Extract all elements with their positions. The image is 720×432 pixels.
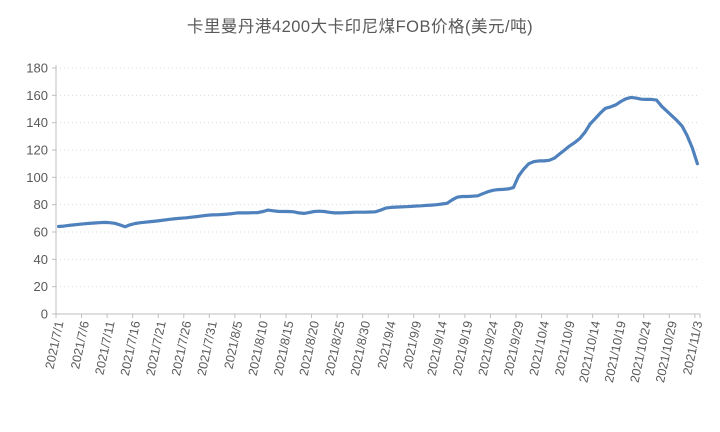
x-tick-label-21: 2021/10/14 xyxy=(576,320,603,384)
y-tick-label-80: 80 xyxy=(34,197,48,212)
y-tick-label-180: 180 xyxy=(26,61,48,76)
x-tick-label-14: 2021/9/9 xyxy=(400,320,424,371)
chart-title: 卡里曼丹港4200大卡印尼煤FOB价格(美元/吨) xyxy=(186,18,534,36)
x-tick-label-1: 2021/7/6 xyxy=(68,320,92,371)
x-tick-label-3: 2021/7/16 xyxy=(118,320,143,377)
price-line-series xyxy=(56,95,700,229)
y-tick-label-20: 20 xyxy=(34,279,48,294)
y-tick-label-120: 120 xyxy=(26,143,48,158)
x-tick-label-11: 2021/8/25 xyxy=(322,320,347,377)
x-tick-label-8: 2021/8/10 xyxy=(246,320,271,377)
y-tick-label-100: 100 xyxy=(26,170,48,185)
y-tick-label-0: 0 xyxy=(41,307,48,322)
y-tick-label-60: 60 xyxy=(34,225,48,240)
x-tick-label-5: 2021/7/26 xyxy=(169,320,194,377)
x-tick-label-23: 2021/10/24 xyxy=(628,320,655,384)
x-tick-label-13: 2021/9/4 xyxy=(375,320,399,371)
x-tick-label-24: 2021/10/29 xyxy=(653,320,680,384)
x-tick-label-0: 2021/7/1 xyxy=(43,320,67,371)
x-tick-label-22: 2021/10/19 xyxy=(602,320,629,384)
x-tick-label-19: 2021/10/4 xyxy=(527,320,552,377)
x-tick-label-7: 2021/8/5 xyxy=(222,320,246,371)
x-tick-label-9: 2021/8/15 xyxy=(271,320,296,377)
y-tick-label-140: 140 xyxy=(26,115,48,130)
x-tick-label-16: 2021/9/19 xyxy=(450,320,475,377)
x-tick-label-2: 2021/7/11 xyxy=(93,320,118,376)
x-tick-label-20: 2021/10/9 xyxy=(552,320,577,377)
x-tick-label-25: 2021/11/3 xyxy=(680,320,705,376)
x-tick-label-15: 2021/9/14 xyxy=(425,320,450,377)
x-tick-label-10: 2021/8/20 xyxy=(297,320,322,377)
y-tick-label-160: 160 xyxy=(26,88,48,103)
x-tick-label-6: 2021/7/31 xyxy=(195,320,220,377)
x-tick-label-12: 2021/8/30 xyxy=(348,320,373,377)
x-tick-label-4: 2021/7/21 xyxy=(143,320,168,377)
x-tick-label-17: 2021/9/24 xyxy=(476,320,501,377)
y-tick-label-40: 40 xyxy=(34,252,48,267)
x-tick-label-18: 2021/9/29 xyxy=(501,320,526,377)
